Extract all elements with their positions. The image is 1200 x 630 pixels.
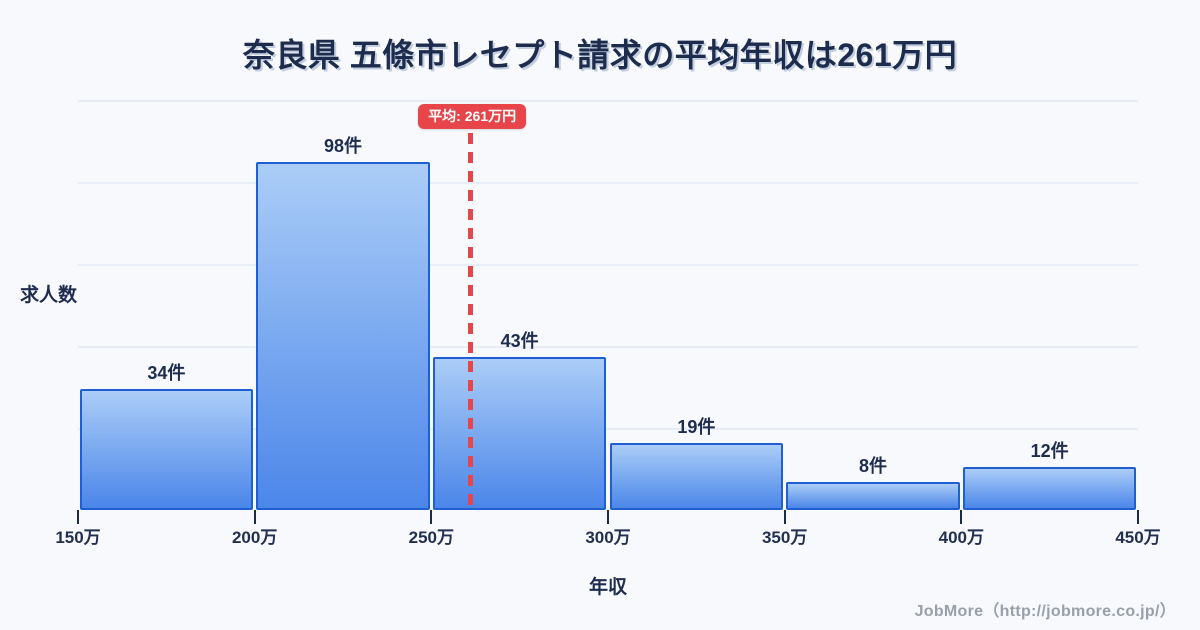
x-tick [607,510,609,524]
gridline [78,100,1138,102]
bar-value-label: 12件 [1030,441,1069,461]
histogram-bar [256,162,430,510]
x-tick-label: 450万 [1115,528,1161,547]
bar-value-label: 34件 [147,363,186,383]
x-tick [1137,510,1139,524]
x-axis-label: 年収 [588,577,627,598]
x-tick [77,510,79,524]
mean-line [467,133,473,510]
histogram-bar [79,389,254,510]
mean-badge: 平均: 261万円 [418,104,527,129]
gridline [78,428,1138,430]
bar-value-label: 8件 [858,456,887,476]
gridline [78,264,1138,266]
bar-value-label: 98件 [323,136,362,156]
x-tick [253,510,256,524]
gridline [78,346,1138,348]
x-tick-label: 400万 [938,528,985,547]
gridline [78,182,1138,184]
footer-credit: JobMore（http://jobmore.co.jp/） [914,603,1176,620]
x-tick-label: 200万 [231,528,278,547]
histogram-bar [432,357,607,510]
chart-title: 奈良県 五條市レセプト請求の平均年収は261万円 [242,37,958,73]
histogram-bar [609,443,784,510]
x-tick-label: 350万 [761,528,808,547]
x-tick [430,510,433,524]
x-tick-label: 250万 [408,528,455,547]
x-tick [960,510,963,524]
bar-value-label: 43件 [500,331,539,351]
histogram-bar [962,467,1137,510]
x-tick [783,510,786,524]
histogram-bar [786,482,960,510]
bar-value-label: 19件 [677,417,716,437]
x-tick-label: 150万 [55,528,101,547]
y-axis-label: 求人数 [20,285,78,306]
x-tick-label: 300万 [585,528,631,547]
